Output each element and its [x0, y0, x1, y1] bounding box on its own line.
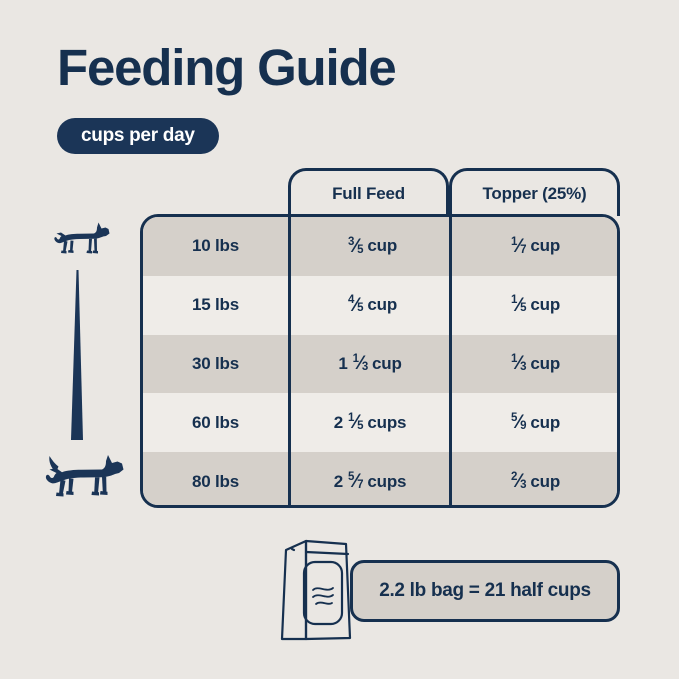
fraction-slash: ⁄	[354, 294, 358, 316]
table-row: 30 lbs 1 1 ⁄ 3 cup 1 ⁄ 3 cup	[143, 334, 617, 394]
subtitle-pill: cups per day	[57, 118, 219, 154]
fraction-denominator: 5	[520, 302, 527, 315]
fraction-denominator: 5	[357, 243, 364, 256]
fraction-whole: 2	[333, 472, 343, 492]
table-row: 80 lbs 2 5 ⁄ 7 cups 2 ⁄ 3 cup	[143, 452, 617, 505]
fraction-slash: ⁄	[358, 353, 362, 375]
fraction-denominator: 9	[520, 420, 527, 433]
fraction-numerator: 1	[347, 412, 355, 425]
fraction-denominator: 3	[520, 478, 527, 491]
cell-full-feed: 3 ⁄ 5 cup	[288, 217, 449, 276]
size-scale-graphic	[45, 218, 137, 510]
table-body: 10 lbs 3 ⁄ 5 cup 1 ⁄ 7 cup 15 lbs	[140, 214, 620, 508]
fraction-numerator: 1	[510, 294, 518, 307]
fraction-value: 1 ⁄ 7	[506, 235, 527, 257]
fraction-denominator: 3	[361, 361, 369, 374]
fraction-value: 2 5 ⁄ 7	[333, 470, 364, 493]
fraction-denominator: 7	[357, 478, 364, 491]
large-dog-icon	[45, 455, 124, 497]
cell-weight: 10 lbs	[192, 236, 239, 256]
fraction-numerator: 5	[510, 412, 518, 425]
cell-unit: cup	[530, 353, 560, 373]
cell-topper: 1 ⁄ 7 cup	[449, 217, 614, 276]
fraction-whole: 2	[333, 413, 343, 433]
cell-full-feed: 1 1 ⁄ 3 cup	[288, 334, 449, 394]
cell-unit: cup	[367, 295, 397, 315]
bag-callout-banner: 2.2 lb bag = 21 half cups	[350, 560, 620, 622]
bag-callout-text: 2.2 lb bag = 21 half cups	[379, 580, 591, 601]
table-row: 10 lbs 3 ⁄ 5 cup 1 ⁄ 7 cup	[143, 217, 617, 276]
cell-topper: 2 ⁄ 3 cup	[449, 452, 614, 505]
cell-unit: cups	[367, 412, 407, 432]
fraction-numerator: 5	[347, 470, 355, 483]
cell-topper: 5 ⁄ 9 cup	[449, 393, 614, 453]
fraction-value: 4 ⁄ 5	[343, 294, 364, 316]
fraction-numerator: 2	[510, 470, 518, 483]
fraction-numerator: 4	[347, 294, 355, 307]
column-header-full-feed: Full Feed	[288, 168, 449, 216]
fraction-slash: ⁄	[517, 412, 521, 434]
cell-weight: 15 lbs	[192, 295, 239, 315]
fraction-denominator: 7	[520, 243, 527, 256]
cell-unit: cup	[372, 353, 402, 373]
cell-full-feed: 4 ⁄ 5 cup	[288, 275, 449, 335]
fraction-denominator: 3	[520, 361, 527, 374]
small-dog-icon	[54, 222, 110, 254]
fraction-denominator: 5	[357, 302, 364, 315]
fraction-value: 2 ⁄ 3	[506, 470, 527, 493]
cell-full-feed: 2 5 ⁄ 7 cups	[288, 452, 449, 505]
cell-topper: 1 ⁄ 5 cup	[449, 275, 614, 335]
cell-full-feed: 2 1 ⁄ 5 cups	[288, 393, 449, 453]
fraction-denominator: 5	[357, 420, 364, 433]
subtitle-pill-label: cups per day	[81, 125, 195, 146]
fraction-value: 2 1 ⁄ 5	[333, 412, 364, 434]
cell-unit: cup	[530, 412, 560, 432]
fraction-slash: ⁄	[354, 471, 358, 493]
column-header-full-feed-label: Full Feed	[332, 183, 405, 203]
cell-weight: 80 lbs	[192, 471, 239, 491]
fraction-numerator: 1	[352, 353, 359, 366]
fraction-slash: ⁄	[517, 235, 521, 257]
fraction-slash: ⁄	[517, 353, 521, 375]
cell-weight: 30 lbs	[192, 353, 239, 373]
fraction-value: 1 1 ⁄ 3	[338, 353, 369, 375]
fraction-slash: ⁄	[517, 294, 521, 316]
column-header-topper: Topper (25%)	[449, 168, 620, 216]
fraction-slash: ⁄	[517, 471, 521, 493]
feeding-table: Full Feed Topper (25%) 10 lbs 3 ⁄ 5 cup 1 ⁄…	[140, 168, 620, 508]
table-row: 15 lbs 4 ⁄ 5 cup 1 ⁄ 5 cup	[143, 275, 617, 335]
page-title: Feeding Guide	[57, 39, 397, 96]
food-bag-icon	[280, 539, 352, 641]
fraction-numerator: 1	[510, 353, 518, 366]
bag-callout: 2.2 lb bag = 21 half cups	[272, 534, 620, 646]
fraction-value: 1 ⁄ 3	[506, 353, 527, 375]
cell-weight: 60 lbs	[192, 412, 239, 432]
cell-unit: cup	[367, 236, 397, 256]
fraction-numerator: 3	[347, 235, 355, 248]
fraction-value: 5 ⁄ 9	[506, 412, 527, 434]
fraction-slash: ⁄	[354, 235, 358, 257]
column-header-topper-label: Topper (25%)	[482, 183, 587, 203]
fraction-numerator: 1	[510, 235, 518, 248]
cell-unit: cup	[530, 236, 560, 256]
cell-unit: cups	[367, 471, 407, 491]
fraction-value: 1 ⁄ 5	[506, 294, 527, 316]
cell-unit: cup	[530, 471, 560, 491]
fraction-whole: 1	[338, 354, 348, 374]
table-row: 60 lbs 2 1 ⁄ 5 cups 5 ⁄ 9 cup	[143, 393, 617, 453]
fraction-value: 3 ⁄ 5	[343, 235, 364, 257]
fraction-slash: ⁄	[354, 412, 358, 434]
size-wedge-icon	[71, 270, 83, 440]
cell-topper: 1 ⁄ 3 cup	[449, 334, 614, 394]
cell-unit: cup	[530, 295, 560, 315]
